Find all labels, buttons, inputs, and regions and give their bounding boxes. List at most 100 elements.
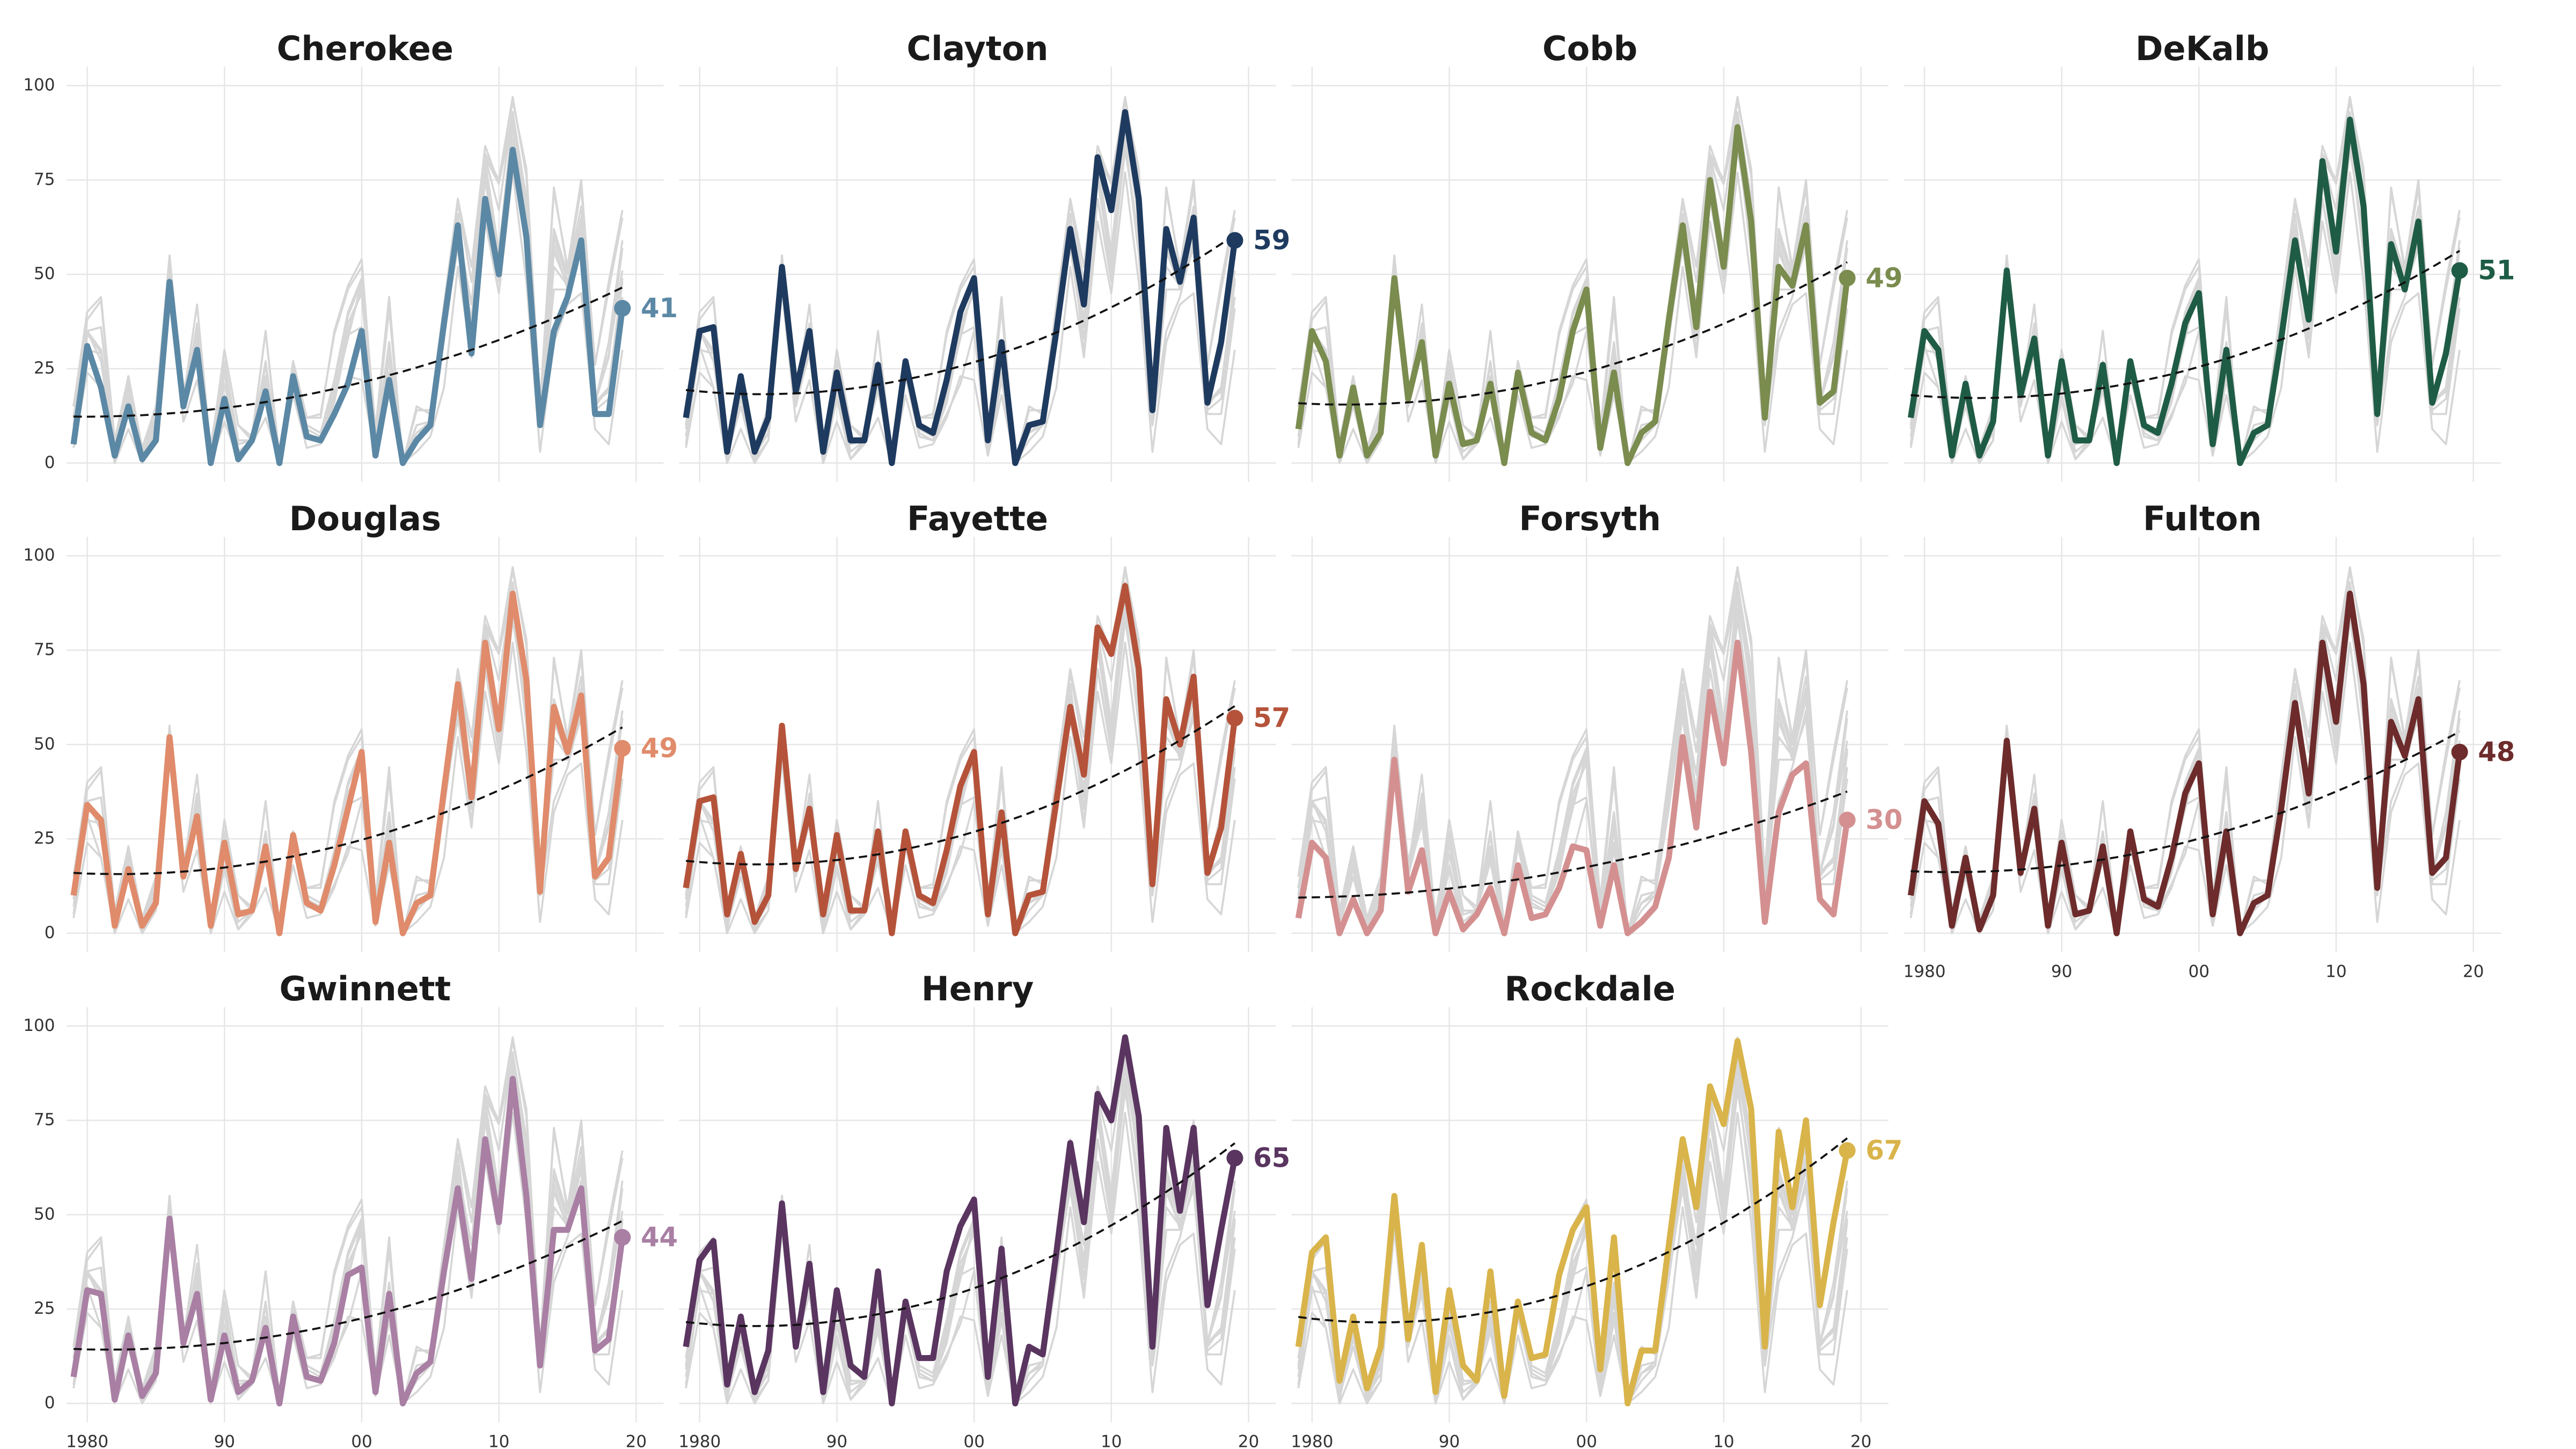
end-label: 41 <box>641 292 678 324</box>
trend-line <box>1298 1137 1848 1323</box>
y-tick-label: 50 <box>34 1204 55 1224</box>
panel-title: Cobb <box>1542 29 1637 68</box>
panel: Cherokee 0 25 50 75 100 41 <box>23 29 678 482</box>
series-line <box>683 1034 1238 1407</box>
end-label: 67 <box>1865 1135 1902 1166</box>
y-tick-label: 0 <box>45 453 55 472</box>
series-line <box>1295 1038 1850 1407</box>
panel-title: Forsyth <box>1519 499 1661 538</box>
y-tick-label: 0 <box>45 923 55 942</box>
panel-title: Gwinnett <box>280 969 451 1008</box>
panel: Henry 1980 90 00 10 20 65 <box>678 969 1290 1449</box>
y-tick-label: 50 <box>34 734 55 753</box>
x-tick-label: 10 <box>1713 1432 1735 1449</box>
x-tick-label: 20 <box>2463 962 2484 981</box>
end-label: 44 <box>641 1221 678 1253</box>
series-line <box>70 1075 626 1407</box>
series-line <box>1907 590 2463 936</box>
end-point <box>1226 232 1243 249</box>
x-tick-label: 20 <box>626 1432 647 1449</box>
series-line <box>70 147 626 466</box>
end-label: 59 <box>1253 224 1290 255</box>
end-point <box>1226 709 1243 727</box>
panel-title: Rockdale <box>1504 969 1675 1008</box>
x-tick-label: 90 <box>214 1432 236 1449</box>
y-tick-label: 25 <box>34 358 55 378</box>
y-tick-label: 50 <box>34 264 55 283</box>
end-point <box>2451 262 2468 279</box>
x-tick-label: 00 <box>2189 962 2210 981</box>
panel-title: Douglas <box>289 499 441 538</box>
y-tick-label: 0 <box>45 1393 55 1413</box>
trend-line <box>1911 250 2461 399</box>
panel: Forsyth 30 <box>1291 499 1902 953</box>
series-line <box>1295 124 1850 466</box>
panel: Douglas 0 25 50 75 100 49 <box>23 499 678 953</box>
end-point <box>2451 743 2468 760</box>
series-line <box>70 590 626 936</box>
x-tick-label: 00 <box>1576 1432 1597 1449</box>
end-label: 49 <box>641 733 678 764</box>
end-label: 57 <box>1253 702 1290 734</box>
series-line <box>683 109 1238 466</box>
end-point <box>1839 811 1856 829</box>
x-tick-label: 1980 <box>1291 1432 1333 1449</box>
trend-line <box>685 1142 1236 1327</box>
panel-title: Fulton <box>2143 499 2262 538</box>
end-label: 48 <box>2478 736 2515 767</box>
x-tick-label: 1980 <box>66 1432 108 1449</box>
end-point <box>1839 1142 1856 1159</box>
trend-line <box>1298 261 1848 406</box>
x-tick-label: 90 <box>1439 1432 1460 1449</box>
panel-title: Henry <box>921 969 1034 1008</box>
trend-line <box>1911 730 2461 873</box>
panel: DeKalb 51 <box>1904 29 2515 482</box>
x-tick-label: 1980 <box>678 1432 721 1449</box>
end-point <box>614 1229 631 1246</box>
y-tick-label: 25 <box>34 829 55 848</box>
series-line <box>1907 116 2463 466</box>
x-tick-label: 00 <box>351 1432 372 1449</box>
panel: Cobb 49 <box>1291 29 1902 482</box>
trend-line <box>73 1220 623 1351</box>
end-label: 51 <box>2478 255 2515 286</box>
y-tick-label: 75 <box>34 170 55 189</box>
panel-title: Fayette <box>907 499 1048 538</box>
end-point <box>1839 269 1856 287</box>
x-tick-label: 00 <box>963 1432 985 1449</box>
end-point <box>614 299 631 317</box>
panel: Rockdale 1980 90 00 10 20 67 <box>1291 969 1902 1449</box>
panel-title: DeKalb <box>2135 29 2270 68</box>
x-tick-label: 1980 <box>1903 962 1945 981</box>
end-label: 30 <box>1865 804 1902 836</box>
trend-line <box>73 287 623 418</box>
panel: Gwinnett 0 25 50 75 100 1980 90 00 10 20 44 <box>23 969 678 1449</box>
y-tick-label: 100 <box>23 1016 55 1035</box>
y-tick-label: 75 <box>34 1110 55 1130</box>
end-label: 49 <box>1865 262 1902 294</box>
y-tick-label: 100 <box>23 546 55 565</box>
panel: Fayette 57 <box>679 499 1290 953</box>
x-tick-label: 10 <box>1101 1432 1122 1449</box>
y-tick-label: 25 <box>34 1299 55 1318</box>
panel: Clayton 59 <box>679 29 1290 482</box>
x-tick-label: 20 <box>1850 1432 1872 1449</box>
panel: Fulton 1980 90 00 10 20 48 <box>1903 499 2515 981</box>
end-label: 65 <box>1253 1143 1290 1174</box>
series-line <box>683 583 1238 936</box>
y-tick-label: 100 <box>23 76 55 95</box>
end-point <box>1226 1150 1243 1167</box>
panel-title: Clayton <box>907 29 1049 68</box>
end-point <box>614 740 631 757</box>
x-tick-label: 20 <box>1238 1432 1260 1449</box>
x-tick-label: 10 <box>488 1432 510 1449</box>
x-tick-label: 90 <box>826 1432 848 1449</box>
trend-line <box>73 726 623 875</box>
y-tick-label: 75 <box>34 640 55 659</box>
series-line <box>1295 639 1850 936</box>
x-tick-label: 90 <box>2051 962 2073 981</box>
x-tick-label: 10 <box>2325 962 2347 981</box>
background-line <box>1297 570 1848 934</box>
panel-title: Cherokee <box>277 29 453 68</box>
